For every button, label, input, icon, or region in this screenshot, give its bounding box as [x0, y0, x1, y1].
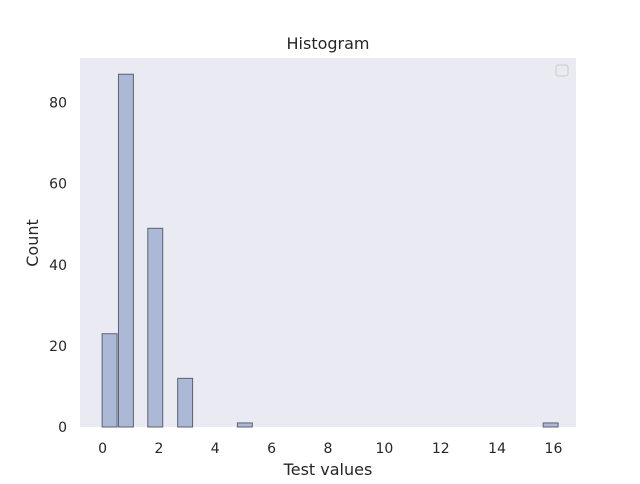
- x-tick-label: 8: [324, 441, 333, 457]
- histogram-bar: [177, 377, 194, 428]
- y-tick-label: 80: [49, 96, 67, 112]
- y-tick-label: 0: [58, 420, 67, 436]
- x-tick-label: 10: [375, 441, 393, 457]
- x-tick-label: 0: [98, 441, 107, 457]
- x-tick-label: 6: [267, 441, 276, 457]
- x-tick-label: 4: [211, 441, 220, 457]
- legend-box: [555, 64, 569, 77]
- histogram-bar: [117, 73, 134, 428]
- y-tick-label: 20: [49, 339, 67, 355]
- histogram-bar: [147, 227, 164, 428]
- y-axis-label: Count: [23, 219, 42, 267]
- y-tick-label: 60: [49, 177, 67, 193]
- x-axis-label: Test values: [283, 460, 373, 479]
- histogram-bar: [542, 422, 559, 428]
- x-tick-labels: 0 2 4 6 8 10 12 14 16: [98, 441, 562, 457]
- histogram-bar: [236, 422, 253, 428]
- x-tick-label: 14: [488, 441, 506, 457]
- x-tick-label: 16: [545, 441, 563, 457]
- y-tick-label: 40: [49, 258, 67, 274]
- x-tick-label: 2: [154, 441, 163, 457]
- histogram-bar: [101, 333, 118, 428]
- x-tick-label: 12: [432, 441, 450, 457]
- bars-group: [101, 73, 559, 428]
- y-tick-labels: 0 20 40 60 80: [49, 96, 67, 436]
- chart-title: Histogram: [287, 34, 370, 53]
